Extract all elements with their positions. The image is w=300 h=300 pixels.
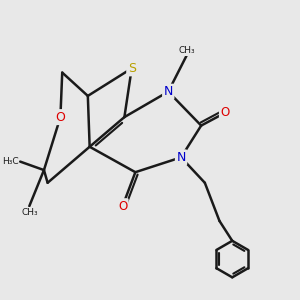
Text: O: O (220, 106, 230, 119)
Text: CH₃: CH₃ (21, 208, 38, 217)
Text: O: O (118, 200, 127, 213)
Text: N: N (176, 151, 186, 164)
Text: N: N (164, 85, 173, 98)
Text: O: O (56, 111, 65, 124)
Text: S: S (128, 62, 136, 75)
Text: H₃C: H₃C (2, 157, 19, 166)
Text: CH₃: CH₃ (178, 46, 195, 55)
